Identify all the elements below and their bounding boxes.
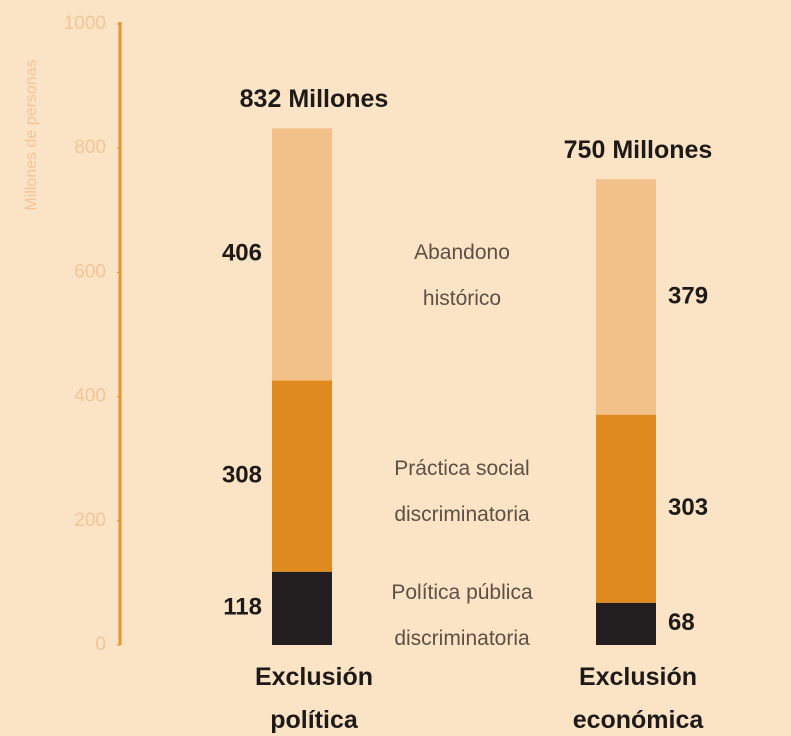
legend-label: Política pública discriminatoria: [391, 581, 533, 651]
y-tick-label: 200: [74, 510, 106, 531]
bar-segment: [272, 571, 332, 645]
value-label: 406: [222, 240, 262, 267]
value-label: 308: [222, 461, 262, 488]
y-tick-label: 600: [74, 261, 106, 282]
y-tick-label: 0: [95, 634, 106, 655]
value-label: 68: [668, 609, 695, 636]
value-label: 303: [668, 494, 708, 521]
y-tick-label: 1000: [64, 13, 106, 34]
value-label: 118: [223, 594, 262, 621]
bar-segment: [596, 414, 656, 603]
value-label: 379: [668, 282, 708, 309]
bar-segment: [272, 128, 332, 381]
bar-segment: [596, 602, 656, 645]
y-axis-label: Millones de personas: [23, 59, 40, 210]
bar-segment: [596, 179, 656, 415]
y-tick-label: 400: [74, 386, 106, 407]
total-label: 750 Millones: [564, 136, 713, 164]
y-tick-label: 800: [74, 137, 106, 158]
bar-segment: [272, 380, 332, 572]
x-tick-label: Exclusión económica: [572, 663, 704, 734]
legend-label: Práctica social discriminatoria: [394, 457, 530, 527]
x-tick-label: Exclusión política: [254, 663, 374, 734]
legend-label: Abandono histórico: [414, 240, 510, 310]
total-label: 832 Millones: [240, 85, 389, 113]
